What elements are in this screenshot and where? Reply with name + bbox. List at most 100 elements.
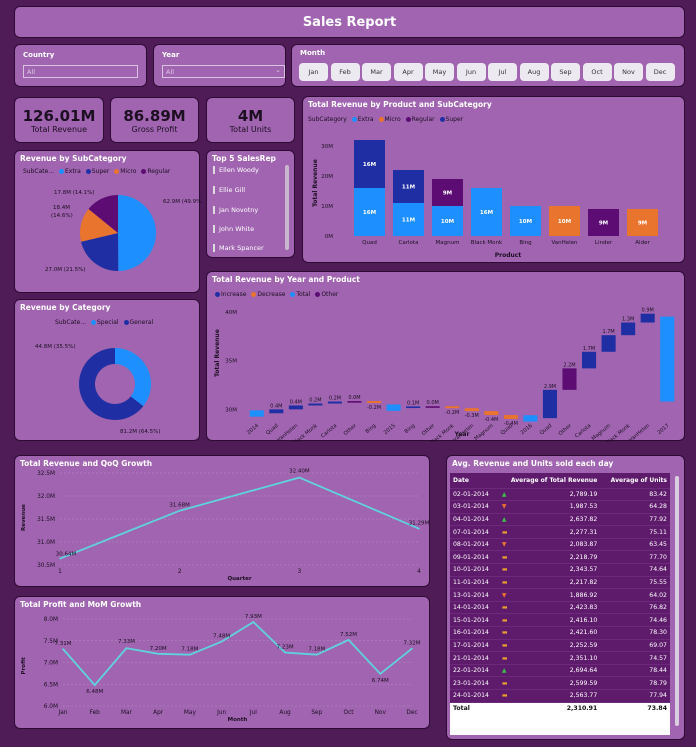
table-row[interactable]: 04-01-2014 ▲ 2,637.82 77.92: [450, 512, 670, 526]
table-row[interactable]: 10-01-2014 ▬ 2,343.57 74.64: [450, 563, 670, 577]
data-point[interactable]: [62, 648, 64, 650]
bar-segment-extra[interactable]: [354, 188, 385, 236]
data-point[interactable]: [59, 557, 61, 560]
bar-segment-extra[interactable]: [393, 203, 424, 236]
bar-segment-micro[interactable]: [627, 209, 658, 236]
salesrep-item[interactable]: Mark Spancer: [213, 244, 264, 252]
bar-segment-regular[interactable]: [432, 179, 463, 206]
series-line[interactable]: [62, 620, 413, 687]
subcategory-pie-chart: 62.9M (49.9%) 27.0M (21.5%) 18.4M (14.6%) 17…: [45, 190, 201, 273]
waterfall-bar-inc[interactable]: [621, 322, 636, 336]
data-point[interactable]: [157, 653, 159, 655]
table-row[interactable]: 02-01-2014 ▲ 2,789.19 83.42: [450, 487, 670, 501]
month-button-dec[interactable]: Dec: [645, 63, 675, 81]
table-row[interactable]: 17-01-2014 ▬ 2,252.59 69.07: [450, 638, 670, 652]
donut-slice-special[interactable]: [115, 348, 152, 407]
month-button-apr[interactable]: Apr: [393, 63, 423, 81]
month-button-sep[interactable]: Sep: [551, 63, 580, 81]
waterfall-bar-total[interactable]: [386, 404, 401, 411]
salesrep-item[interactable]: John White: [213, 225, 254, 233]
table-row[interactable]: 07-01-2014 ▬ 2,277.31 75.11: [450, 525, 670, 539]
bar-segment-extra[interactable]: [432, 206, 463, 236]
waterfall-bar-inc[interactable]: [582, 351, 597, 369]
pie-slice-super[interactable]: [81, 233, 119, 271]
waterfall-bar-other[interactable]: [425, 406, 440, 408]
data-point[interactable]: [220, 640, 223, 643]
waterfall-bar-total[interactable]: [249, 410, 264, 417]
table-row[interactable]: 11-01-2014 ▬ 2,217.82 75.55: [450, 575, 670, 589]
table-row[interactable]: 13-01-2014 ▼ 1,886.92 64.02: [450, 588, 670, 602]
data-point[interactable]: [347, 639, 350, 641]
month-button-feb[interactable]: Feb: [330, 63, 360, 81]
column-header-revenue[interactable]: Average of Total Revenue: [496, 473, 601, 488]
series-line[interactable]: [59, 476, 420, 560]
column-header-units[interactable]: Average of Units: [600, 473, 670, 488]
bar-segment-regular[interactable]: [588, 209, 619, 236]
data-point[interactable]: [298, 476, 301, 479]
table-row[interactable]: 03-01-2014 ▼ 1,987.53 64.28: [450, 500, 670, 514]
data-point[interactable]: [379, 673, 382, 675]
month-button-aug[interactable]: Aug: [519, 63, 549, 81]
waterfall-bar-dec[interactable]: [367, 401, 382, 404]
waterfall-bar-dec[interactable]: [484, 411, 499, 416]
x-axis-label: Product: [495, 252, 522, 259]
scrollbar[interactable]: [285, 165, 289, 250]
waterfall-bar-dec[interactable]: [503, 415, 518, 419]
month-button-nov[interactable]: Nov: [614, 63, 643, 81]
table-row[interactable]: 14-01-2014 ▬ 2,423.83 76.82: [450, 600, 670, 614]
data-point[interactable]: [284, 651, 286, 654]
bar-segment-micro[interactable]: [549, 206, 580, 236]
data-point[interactable]: [252, 621, 255, 623]
column-header-date[interactable]: Date: [450, 473, 497, 488]
month-button-jun[interactable]: Jun: [456, 63, 486, 81]
pie-slice-micro[interactable]: [80, 208, 118, 242]
waterfall-bar-inc[interactable]: [406, 406, 421, 409]
waterfall-bar-other[interactable]: [347, 401, 362, 403]
table-row[interactable]: 24-01-2014 ▬ 2,563.77 77.94: [450, 689, 670, 703]
waterfall-bar-total[interactable]: [660, 316, 675, 402]
data-point[interactable]: [125, 647, 128, 649]
waterfall-bar-total[interactable]: [523, 415, 538, 422]
pie-slice-regular[interactable]: [88, 195, 118, 233]
table-row[interactable]: 08-01-2014 ▼ 2,083.87 63.45: [450, 537, 670, 551]
waterfall-bar-inc[interactable]: [601, 335, 616, 352]
waterfall-bar-dec[interactable]: [445, 406, 460, 409]
table-row[interactable]: 21-01-2014 ▬ 2,351.10 74.57: [450, 651, 670, 665]
salesrep-item[interactable]: Ellen Woody: [213, 166, 259, 174]
waterfall-bar-inc[interactable]: [269, 409, 284, 414]
pie-slice-extra[interactable]: [118, 195, 157, 271]
waterfall-bar-other[interactable]: [562, 368, 577, 390]
bar-segment-extra[interactable]: [471, 188, 502, 236]
month-button-oct[interactable]: Oct: [582, 63, 612, 81]
waterfall-bar-inc[interactable]: [308, 403, 323, 406]
waterfall-bar-inc[interactable]: [288, 405, 303, 410]
table-scrollbar[interactable]: [675, 476, 679, 726]
year-dropdown[interactable]: All ⌄: [162, 65, 285, 78]
data-point[interactable]: [93, 684, 96, 686]
data-point[interactable]: [418, 527, 420, 530]
table-row[interactable]: 15-01-2014 ▬ 2,416.10 74.46: [450, 613, 670, 627]
salesrep-item[interactable]: Jan Novotny: [213, 206, 258, 214]
table-row[interactable]: 16-01-2014 ▬ 2,421.60 78.30: [450, 626, 670, 640]
data-point[interactable]: [189, 653, 191, 656]
data-point[interactable]: [316, 653, 318, 656]
waterfall-bar-inc[interactable]: [640, 313, 655, 323]
waterfall-bar-dec[interactable]: [464, 408, 479, 412]
waterfall-bar-inc[interactable]: [542, 389, 557, 419]
data-point[interactable]: [411, 647, 413, 650]
donut-slice-general[interactable]: [79, 348, 144, 420]
table-row[interactable]: 22-01-2014 ▲ 2,694.64 78.44: [450, 663, 670, 677]
table-row[interactable]: 23-01-2014 ▬ 2,599.59 78.79: [450, 676, 670, 690]
bar-segment-super[interactable]: [393, 170, 424, 203]
month-button-mar[interactable]: Mar: [362, 63, 391, 81]
month-button-jul[interactable]: Jul: [488, 63, 517, 81]
bar-segment-extra[interactable]: [510, 206, 541, 236]
country-input[interactable]: All: [23, 65, 138, 78]
bar-segment-super[interactable]: [354, 140, 385, 188]
waterfall-bar-inc[interactable]: [327, 401, 342, 404]
month-button-may[interactable]: May: [425, 63, 454, 81]
salesrep-item[interactable]: Ellie Gill: [213, 186, 245, 194]
month-button-jan[interactable]: Jan: [299, 63, 328, 81]
data-point[interactable]: [178, 509, 181, 512]
table-row[interactable]: 09-01-2014 ▬ 2,218.79 77.70: [450, 550, 670, 564]
